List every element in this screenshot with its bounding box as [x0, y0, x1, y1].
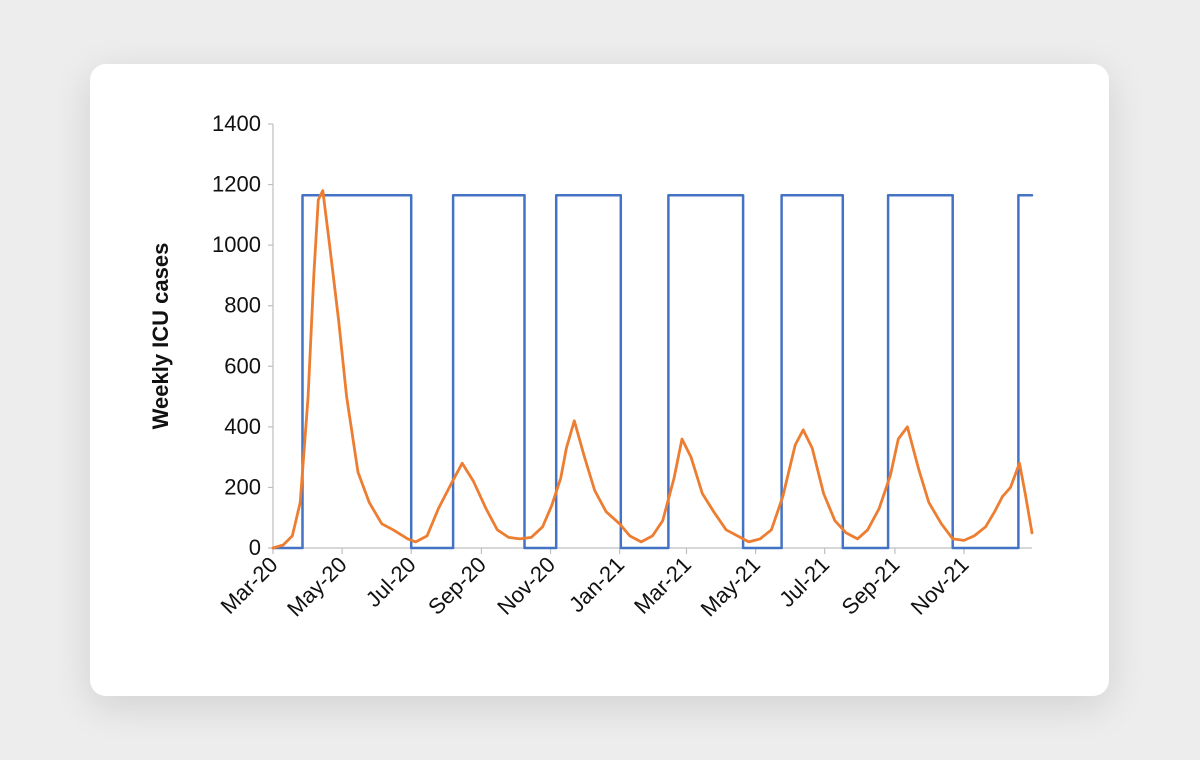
- x-tick-label: Mar-20: [216, 552, 283, 619]
- y-tick-label: 1400: [212, 111, 261, 136]
- y-tick-label: 400: [224, 414, 261, 439]
- x-tick-label: May-21: [696, 552, 766, 622]
- x-tick-label: Nov-20: [492, 552, 560, 620]
- y-tick-label: 0: [249, 535, 261, 560]
- x-tick-label: Sep-21: [837, 552, 905, 620]
- y-tick-label: 600: [224, 353, 261, 378]
- y-tick-label: 1000: [212, 232, 261, 257]
- x-tick-label: Mar-21: [629, 552, 696, 619]
- x-tick-label: Jan-21: [564, 552, 629, 617]
- y-tick-label: 1200: [212, 172, 261, 197]
- y-axis-title: Weekly ICU cases: [148, 243, 173, 430]
- x-tick-label: May-20: [282, 552, 352, 622]
- chart-card: 0 200 400 600 800 1000 1200 1400 Mar-20 May-20 Jul…: [90, 64, 1109, 696]
- y-tick-label: 200: [224, 474, 261, 499]
- x-tick-label: Jul-21: [774, 552, 834, 612]
- series-line-orange-icu: [271, 189, 1034, 550]
- x-tick-label: Jul-20: [361, 552, 421, 612]
- series-line-blue-step: [271, 193, 1034, 550]
- x-tick-label: Nov-21: [906, 552, 974, 620]
- x-tick-label: Sep-20: [423, 552, 491, 620]
- y-tick-label: 800: [224, 293, 261, 318]
